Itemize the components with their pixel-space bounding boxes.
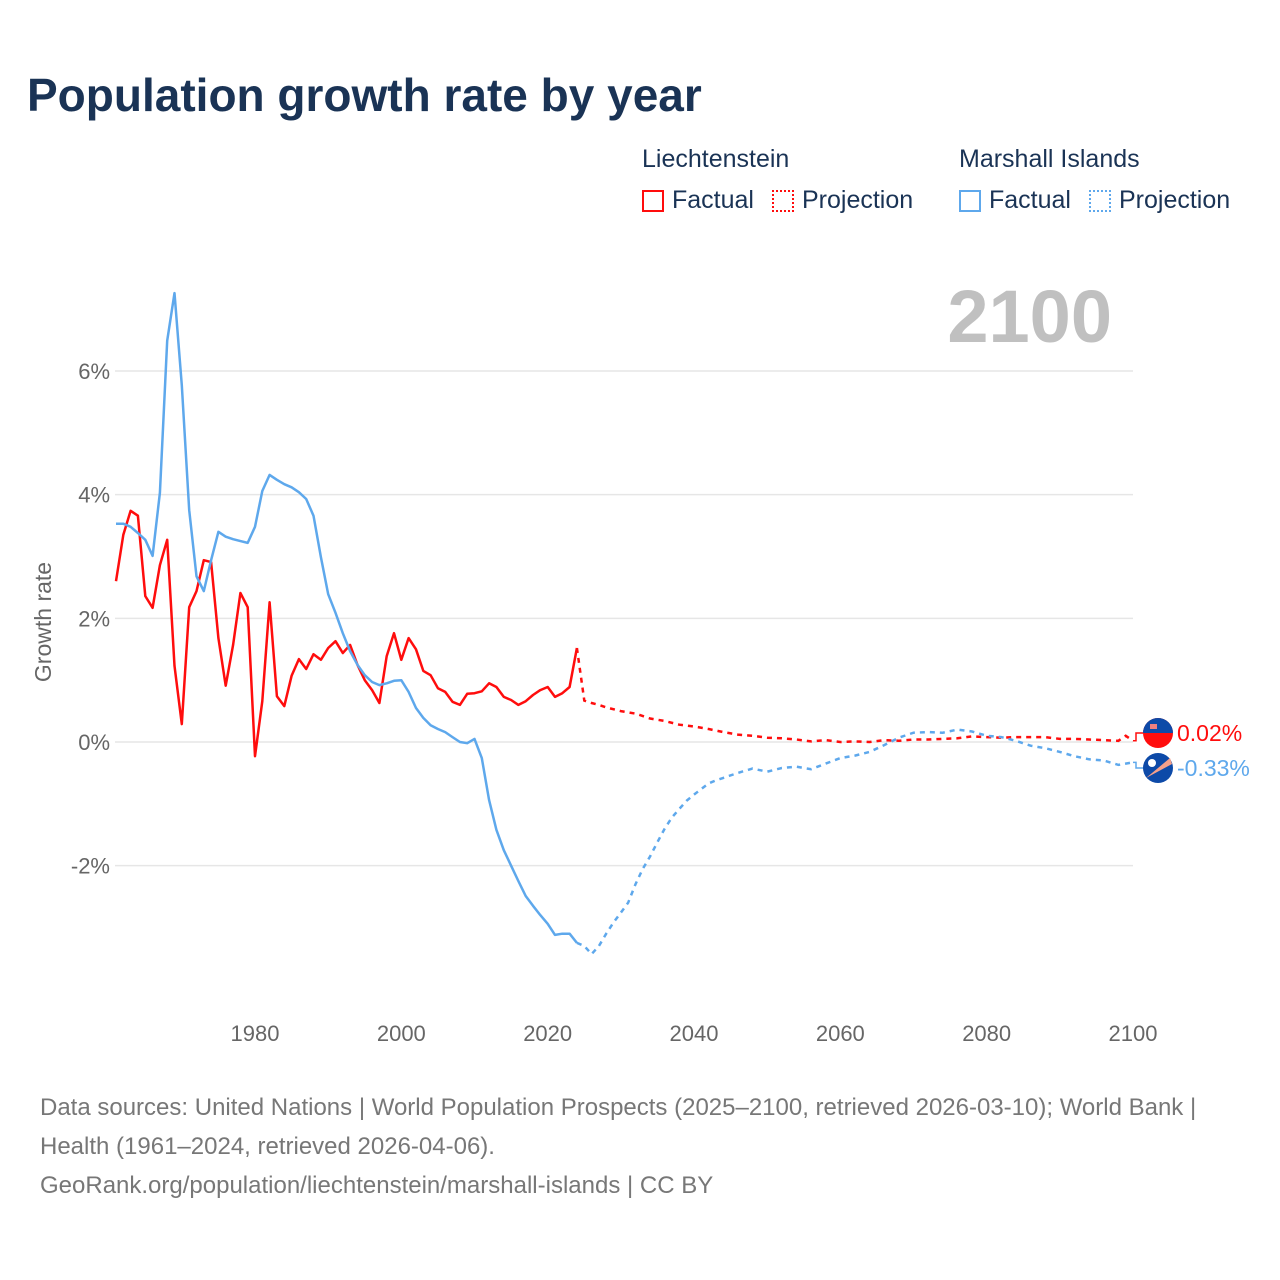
source-link[interactable]: GeoRank.org/population/liechtenstein/mar…: [40, 1172, 714, 1199]
x-tick-label: 1980: [231, 1021, 280, 1046]
source-text: Data sources: United Nations | World Pop…: [40, 1094, 1197, 1160]
legend-group-liechtenstein: Liechtenstein: [642, 145, 790, 173]
legend-item-marshall-factual[interactable]: Factual: [959, 186, 1071, 215]
marshall-islands-flag-icon: [1143, 753, 1173, 783]
y-tick-label: -2%: [71, 854, 110, 879]
x-tick-label: 2060: [816, 1021, 865, 1046]
line-chart: 2100 Growth rate -2% 0% 2% 4% 6% 1980 2000 2020…: [30, 275, 1250, 1046]
end-value-label: -0.33%: [1177, 755, 1250, 781]
x-tick-label: 2100: [1109, 1021, 1158, 1046]
x-tick-label: 2040: [670, 1021, 719, 1046]
legend-swatch-dotted: [1088, 189, 1111, 212]
series-line-marshall-islands-factual: [116, 291, 578, 944]
legend-item-liechtenstein-factual[interactable]: Factual: [642, 186, 754, 215]
year-watermark: 2100: [947, 275, 1112, 358]
x-tick-label: 2000: [377, 1021, 426, 1046]
y-tick-label: 2%: [78, 606, 110, 631]
end-connector: [1133, 732, 1143, 742]
legend-label: Projection: [801, 186, 914, 214]
legend-row-liechtenstein: Factual Projection: [642, 186, 931, 215]
legend-label: Factual: [989, 186, 1071, 214]
legend-item-liechtenstein-projection[interactable]: Projection: [771, 186, 914, 215]
legend-item-marshall-projection[interactable]: Projection: [1088, 186, 1231, 215]
end-value-label: 0.02%: [1177, 720, 1242, 746]
end-connector: [1133, 761, 1143, 769]
series-line-liechtenstein-projection: [575, 647, 1134, 744]
legend-swatch-solid: [959, 189, 981, 212]
y-axis-label: Growth rate: [30, 562, 56, 682]
legend-label: Projection: [1118, 186, 1231, 214]
legend-swatch-solid: [642, 189, 664, 212]
legend-label: Factual: [672, 186, 754, 214]
chart-title: Population growth rate by year: [27, 69, 702, 121]
y-tick-label: 0%: [78, 730, 110, 755]
liechtenstein-flag-icon: [1143, 718, 1173, 748]
series-line-liechtenstein-factual: [114, 509, 579, 758]
legend-row-marshall-islands: Factual Projection: [959, 186, 1248, 215]
series-line-marshall-islands-projection: [576, 728, 1134, 956]
y-tick-label: 4%: [78, 483, 110, 508]
x-tick-label: 2080: [962, 1021, 1011, 1046]
y-tick-label: 6%: [78, 359, 110, 384]
x-tick-label: 2020: [523, 1021, 572, 1046]
legend-group-marshall-islands: Marshall Islands: [959, 145, 1140, 173]
legend-swatch-dotted: [771, 189, 794, 212]
source-note: Data sources: United Nations | World Pop…: [40, 1088, 1240, 1205]
